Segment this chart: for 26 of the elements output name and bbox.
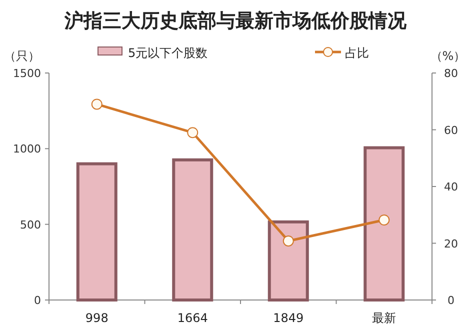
legend-label: 5元以下个股数 (128, 46, 208, 60)
point (378, 214, 390, 226)
y-axis-title: （只） (4, 49, 40, 63)
y-tick-label: 1000 (13, 142, 41, 156)
x-tick-label: 1664 (177, 311, 208, 325)
chart-title: 沪指三大历史底部与最新市场低价股情况 (64, 10, 408, 32)
y-tick-label: 0 (34, 294, 41, 307)
point (187, 127, 198, 138)
x-tick-label: 最新 (372, 311, 396, 325)
y2-tick-label: 0 (448, 294, 454, 307)
y2-tick-label: 20 (444, 237, 458, 250)
y2-axis-title: （%） (430, 49, 466, 63)
x-tick-label: 998 (85, 311, 108, 325)
y2-tick-label: 40 (444, 180, 458, 194)
bar (76, 162, 118, 302)
x-tick-label: 1849 (273, 311, 304, 325)
point (91, 98, 102, 110)
bar (172, 158, 214, 302)
y-tick-label: 500 (20, 218, 41, 232)
y2-tick-label: 60 (444, 124, 458, 137)
bar (268, 220, 309, 302)
legend-label: 占比 (345, 46, 369, 60)
y-tick-label: 1500 (13, 67, 41, 80)
y2-tick-label: 80 (444, 67, 458, 80)
bar (364, 146, 405, 302)
point (282, 235, 294, 246)
